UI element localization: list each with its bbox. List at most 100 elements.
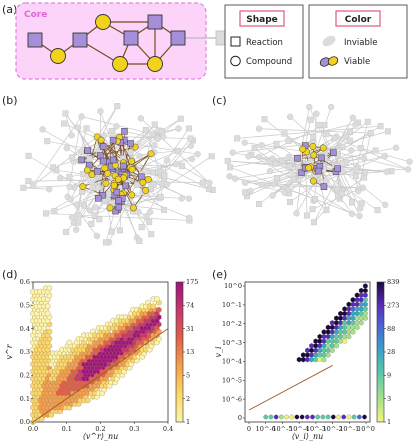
grey-edge	[258, 124, 325, 158]
x-tick-label: 0.0	[28, 425, 38, 433]
colorbar-tick-label: 88	[387, 325, 395, 333]
inviable-compound-node	[290, 175, 297, 183]
inviable-reaction-node	[25, 178, 32, 185]
inviable-compound-node	[185, 195, 193, 202]
reaction-node	[315, 167, 322, 175]
hex-bin	[354, 306, 360, 312]
hex-bin	[358, 292, 364, 298]
hex-bin	[329, 320, 335, 326]
hex-bin	[317, 352, 323, 358]
grey-edge	[229, 166, 360, 217]
grey-edge	[269, 166, 290, 172]
inviable-compound-node	[241, 139, 248, 146]
core-network	[27, 14, 256, 72]
y-tick-label: 0.5	[20, 302, 30, 310]
hex-bin	[342, 324, 348, 331]
inviable-reaction-node	[307, 116, 314, 123]
x-tick-label: 0.3	[129, 425, 139, 433]
hex-bin	[85, 397, 91, 404]
inviable-reaction-node	[364, 118, 371, 125]
inviable-compound-node	[151, 141, 158, 149]
inviable-reaction-node	[25, 152, 32, 159]
inviable-compound-node	[404, 166, 412, 173]
chart-e: 0 10^-610^-510^-410^-310^-210^-110^010^01…	[214, 278, 399, 441]
inviable-compound-node	[349, 114, 357, 121]
legend-reaction: Reaction	[246, 38, 283, 48]
hex-bin	[334, 338, 339, 344]
inviable-reaction-node	[102, 239, 109, 246]
inviable-compound-node	[356, 205, 364, 212]
grey-edge	[78, 215, 100, 220]
core-label: Core	[24, 10, 47, 20]
hex-bin	[354, 310, 360, 317]
inviable-compound-node	[381, 201, 389, 209]
inviable-reaction-node	[274, 175, 281, 182]
colorbar-tick-label: 175	[186, 278, 198, 286]
reaction-node	[109, 156, 117, 164]
zero-bin	[310, 414, 315, 420]
hex-bin	[313, 356, 319, 363]
hex-bin	[354, 297, 360, 303]
hex-bin	[358, 306, 364, 312]
hex-bin	[317, 343, 323, 349]
inviable-reaction-node	[51, 208, 58, 215]
inviable-reaction-node	[242, 189, 249, 196]
inviable-compound-node	[306, 103, 313, 111]
hex-bin	[44, 303, 51, 310]
inviable-reaction-node	[136, 237, 143, 244]
inviable-compound-node	[57, 174, 64, 182]
zero-bin	[346, 414, 352, 420]
inviable-reaction-node	[251, 145, 258, 152]
colorbar-tick-label: 74	[186, 302, 194, 310]
inviable-reaction-node	[346, 137, 353, 144]
inviable-compound-node	[269, 155, 276, 162]
inviable-compound-node	[293, 210, 300, 217]
inviable-compound-node	[113, 123, 120, 130]
inviable-reaction-node	[161, 206, 168, 213]
inviable-compound-node	[163, 157, 171, 164]
hex-bin	[325, 324, 331, 331]
inviable-reaction-node	[149, 131, 156, 138]
x-tick-label: 0.2	[95, 425, 105, 433]
grey-edge	[23, 187, 50, 190]
chart-d: 0.0 0.1 0.2 0.3 0.4 0.0 0.1 0.2 0.3 0.4 0.5 0.6 ⟨v^r…	[5, 278, 198, 441]
inviable-reaction-node	[384, 128, 391, 135]
hex-bin	[300, 352, 306, 358]
inviable-compound-node	[97, 108, 104, 115]
inviable-compound-node	[143, 213, 150, 220]
compound-node	[83, 166, 91, 174]
inviable-compound-node	[245, 153, 252, 160]
inviable-compound-node	[188, 155, 196, 163]
inviable-reaction-node	[323, 207, 330, 214]
hex-bin	[329, 338, 335, 344]
inviable-compound-node	[68, 214, 76, 221]
zero-bin	[284, 414, 289, 420]
hex-bin	[338, 315, 343, 321]
y-tick-label: 10^-2	[222, 320, 242, 328]
colorbar-tick-label: 273	[387, 302, 399, 310]
inviable-reaction-node	[224, 157, 231, 164]
hex-bin	[305, 356, 310, 363]
inviable-reaction-node	[75, 219, 82, 226]
zero-bin	[278, 414, 284, 420]
reference-line	[32, 328, 169, 423]
hex-bin	[305, 347, 310, 354]
hex-bin	[321, 356, 327, 363]
inviable-reaction-node	[279, 158, 286, 165]
hex-bin	[156, 306, 162, 313]
inviable-compound-node	[242, 179, 249, 186]
compound-node	[147, 56, 163, 72]
hex-bin	[317, 356, 323, 363]
hex-bin	[362, 310, 368, 317]
inviable-reaction-node	[281, 130, 288, 137]
hex-bin	[362, 301, 368, 308]
compound-node	[128, 191, 136, 199]
hex-bin	[313, 352, 319, 358]
inviable-compound-node	[338, 160, 346, 167]
hex-bin	[338, 310, 343, 317]
inviable-compound-node	[258, 142, 265, 149]
inviable-compound-node	[348, 210, 356, 218]
inviable-reaction-node	[157, 193, 164, 200]
hex-bin	[342, 320, 348, 326]
legend: Shape Color Reaction Compound Inviable V…	[224, 4, 408, 79]
